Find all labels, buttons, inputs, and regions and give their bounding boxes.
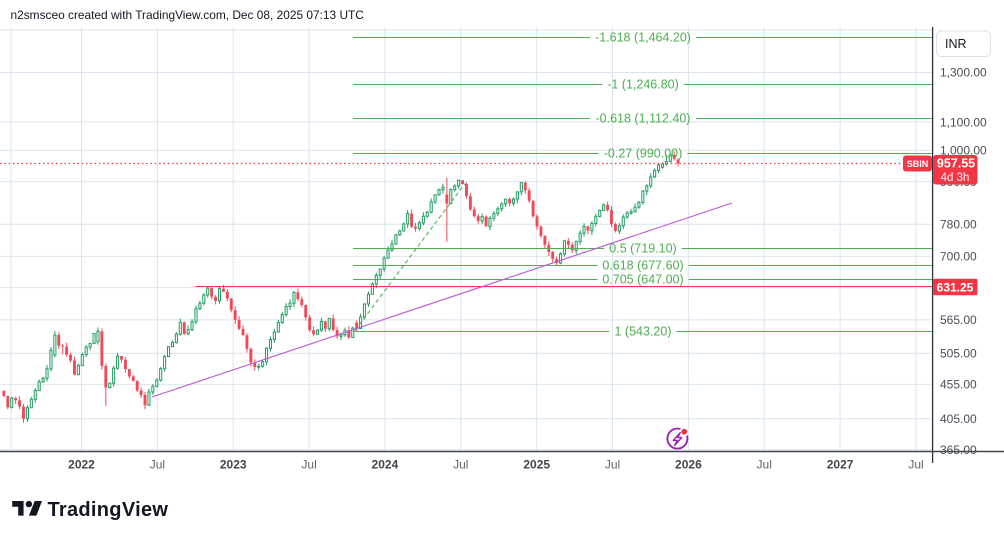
svg-text:2024: 2024 xyxy=(372,458,399,472)
svg-text:1,100.00: 1,100.00 xyxy=(940,115,987,129)
svg-text:505.00: 505.00 xyxy=(940,347,977,361)
svg-text:1 (543.20): 1 (543.20) xyxy=(615,325,672,339)
svg-text:-1 (1,246.80): -1 (1,246.80) xyxy=(607,78,679,92)
svg-text:-0.618 (1,112.40): -0.618 (1,112.40) xyxy=(596,112,691,126)
svg-text:Jul: Jul xyxy=(301,458,316,472)
svg-text:Jul: Jul xyxy=(453,458,468,472)
svg-text:Jul: Jul xyxy=(605,458,620,472)
svg-text:455.00: 455.00 xyxy=(940,378,977,392)
svg-text:565.00: 565.00 xyxy=(940,313,977,327)
svg-text:1,000.00: 1,000.00 xyxy=(940,144,987,158)
svg-text:0.618 (677.60): 0.618 (677.60) xyxy=(602,259,683,273)
svg-text:SBIN: SBIN xyxy=(907,159,929,169)
svg-text:2026: 2026 xyxy=(675,458,702,472)
svg-text:n2smsceo created with TradingV: n2smsceo created with TradingView.com, D… xyxy=(11,8,365,22)
svg-text:0.5 (719.10): 0.5 (719.10) xyxy=(609,242,676,256)
svg-text:2022: 2022 xyxy=(68,458,95,472)
svg-text:2027: 2027 xyxy=(827,458,854,472)
svg-text:405.00: 405.00 xyxy=(940,412,977,426)
svg-text:0.705 (647.00): 0.705 (647.00) xyxy=(602,273,683,287)
svg-text:Jul: Jul xyxy=(150,458,165,472)
svg-text:-0.27 (990.00): -0.27 (990.00) xyxy=(604,147,683,161)
svg-text:2023: 2023 xyxy=(220,458,247,472)
svg-text:780.00: 780.00 xyxy=(940,217,977,231)
svg-text:INR: INR xyxy=(945,37,967,51)
svg-text:700.00: 700.00 xyxy=(940,250,977,264)
svg-text:1,300.00: 1,300.00 xyxy=(940,66,987,80)
svg-text:-1.618 (1,464.20): -1.618 (1,464.20) xyxy=(595,31,691,45)
svg-text:TradingView: TradingView xyxy=(48,499,169,521)
svg-text:631.25: 631.25 xyxy=(937,280,974,294)
svg-text:Jul: Jul xyxy=(757,458,772,472)
svg-text:Jul: Jul xyxy=(908,458,923,472)
svg-text:365.00: 365.00 xyxy=(940,443,977,457)
svg-text:2025: 2025 xyxy=(523,458,550,472)
svg-text:957.55: 957.55 xyxy=(937,157,975,171)
svg-text:4d 3h: 4d 3h xyxy=(941,172,970,184)
